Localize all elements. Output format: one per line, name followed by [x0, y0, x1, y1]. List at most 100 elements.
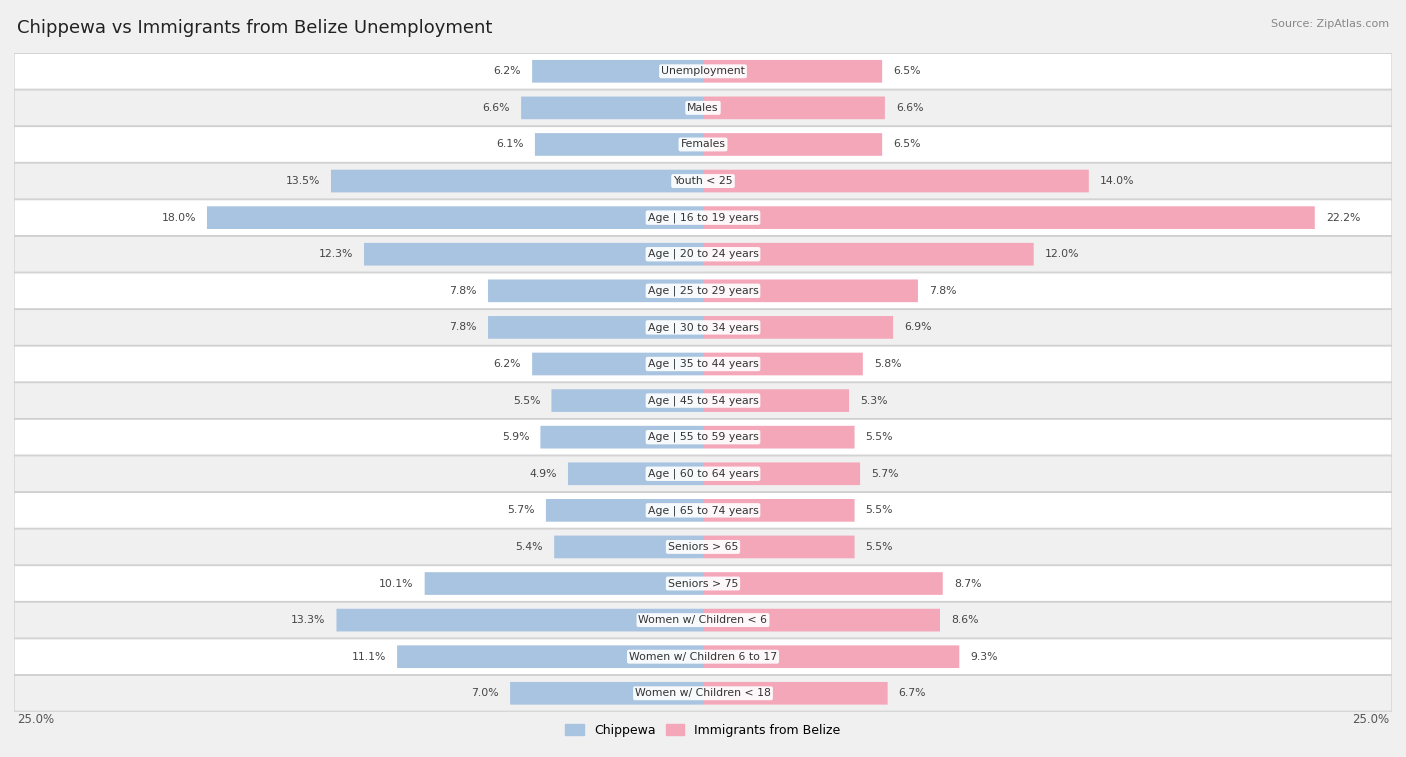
Text: Age | 55 to 59 years: Age | 55 to 59 years — [648, 432, 758, 442]
FancyBboxPatch shape — [14, 602, 1392, 638]
FancyBboxPatch shape — [703, 646, 959, 668]
Text: 5.5%: 5.5% — [866, 542, 893, 552]
Text: 12.0%: 12.0% — [1045, 249, 1080, 259]
Text: 5.4%: 5.4% — [516, 542, 543, 552]
Text: 4.9%: 4.9% — [530, 469, 557, 478]
Text: 10.1%: 10.1% — [380, 578, 413, 588]
FancyBboxPatch shape — [14, 529, 1392, 565]
Text: 6.2%: 6.2% — [494, 67, 522, 76]
Text: 7.0%: 7.0% — [471, 688, 499, 698]
FancyBboxPatch shape — [531, 60, 703, 83]
Text: Age | 45 to 54 years: Age | 45 to 54 years — [648, 395, 758, 406]
Text: Age | 30 to 34 years: Age | 30 to 34 years — [648, 322, 758, 332]
FancyBboxPatch shape — [14, 456, 1392, 492]
Text: Age | 60 to 64 years: Age | 60 to 64 years — [648, 469, 758, 479]
FancyBboxPatch shape — [703, 60, 882, 83]
Text: 6.1%: 6.1% — [496, 139, 524, 149]
FancyBboxPatch shape — [568, 463, 703, 485]
Text: 8.7%: 8.7% — [953, 578, 981, 588]
Text: Women w/ Children 6 to 17: Women w/ Children 6 to 17 — [628, 652, 778, 662]
Text: 5.5%: 5.5% — [866, 506, 893, 516]
Text: 7.8%: 7.8% — [450, 322, 477, 332]
Text: 9.3%: 9.3% — [970, 652, 998, 662]
FancyBboxPatch shape — [14, 346, 1392, 382]
Text: Chippewa vs Immigrants from Belize Unemployment: Chippewa vs Immigrants from Belize Unemp… — [17, 19, 492, 37]
FancyBboxPatch shape — [14, 163, 1392, 199]
Text: 13.3%: 13.3% — [291, 615, 325, 625]
FancyBboxPatch shape — [551, 389, 703, 412]
Text: 6.6%: 6.6% — [482, 103, 510, 113]
FancyBboxPatch shape — [534, 133, 703, 156]
Text: 7.8%: 7.8% — [450, 286, 477, 296]
FancyBboxPatch shape — [14, 565, 1392, 602]
Legend: Chippewa, Immigrants from Belize: Chippewa, Immigrants from Belize — [561, 718, 845, 742]
FancyBboxPatch shape — [703, 279, 918, 302]
FancyBboxPatch shape — [540, 426, 703, 448]
Text: Unemployment: Unemployment — [661, 67, 745, 76]
Text: 6.9%: 6.9% — [904, 322, 932, 332]
Text: Age | 16 to 19 years: Age | 16 to 19 years — [648, 213, 758, 223]
FancyBboxPatch shape — [703, 97, 884, 119]
Text: Women w/ Children < 6: Women w/ Children < 6 — [638, 615, 768, 625]
Text: Females: Females — [681, 139, 725, 149]
FancyBboxPatch shape — [336, 609, 703, 631]
FancyBboxPatch shape — [703, 133, 882, 156]
Text: Source: ZipAtlas.com: Source: ZipAtlas.com — [1271, 19, 1389, 29]
FancyBboxPatch shape — [703, 389, 849, 412]
FancyBboxPatch shape — [703, 536, 855, 558]
Text: 13.5%: 13.5% — [285, 176, 321, 186]
FancyBboxPatch shape — [703, 499, 855, 522]
Text: 25.0%: 25.0% — [17, 713, 53, 726]
FancyBboxPatch shape — [703, 572, 943, 595]
Text: 5.8%: 5.8% — [875, 359, 901, 369]
Text: 5.3%: 5.3% — [860, 396, 887, 406]
FancyBboxPatch shape — [703, 609, 941, 631]
Text: Age | 25 to 29 years: Age | 25 to 29 years — [648, 285, 758, 296]
Text: 5.5%: 5.5% — [513, 396, 540, 406]
FancyBboxPatch shape — [14, 53, 1392, 89]
Text: 22.2%: 22.2% — [1326, 213, 1360, 223]
FancyBboxPatch shape — [703, 463, 860, 485]
FancyBboxPatch shape — [703, 243, 1033, 266]
Text: 18.0%: 18.0% — [162, 213, 195, 223]
Text: Seniors > 65: Seniors > 65 — [668, 542, 738, 552]
FancyBboxPatch shape — [546, 499, 703, 522]
Text: Seniors > 75: Seniors > 75 — [668, 578, 738, 588]
Text: Youth < 25: Youth < 25 — [673, 176, 733, 186]
Text: 6.5%: 6.5% — [893, 67, 921, 76]
FancyBboxPatch shape — [703, 170, 1088, 192]
Text: 6.6%: 6.6% — [896, 103, 924, 113]
Text: Women w/ Children < 18: Women w/ Children < 18 — [636, 688, 770, 698]
FancyBboxPatch shape — [14, 236, 1392, 273]
Text: 11.1%: 11.1% — [352, 652, 387, 662]
Text: 5.7%: 5.7% — [872, 469, 898, 478]
FancyBboxPatch shape — [14, 419, 1392, 455]
FancyBboxPatch shape — [14, 492, 1392, 528]
Text: 5.5%: 5.5% — [866, 432, 893, 442]
FancyBboxPatch shape — [14, 200, 1392, 235]
Text: 5.7%: 5.7% — [508, 506, 534, 516]
FancyBboxPatch shape — [703, 682, 887, 705]
FancyBboxPatch shape — [703, 207, 1315, 229]
FancyBboxPatch shape — [703, 353, 863, 375]
FancyBboxPatch shape — [425, 572, 703, 595]
FancyBboxPatch shape — [14, 310, 1392, 345]
FancyBboxPatch shape — [488, 279, 703, 302]
FancyBboxPatch shape — [14, 639, 1392, 674]
FancyBboxPatch shape — [14, 126, 1392, 163]
Text: 25.0%: 25.0% — [1353, 713, 1389, 726]
Text: Age | 35 to 44 years: Age | 35 to 44 years — [648, 359, 758, 369]
FancyBboxPatch shape — [14, 273, 1392, 309]
FancyBboxPatch shape — [703, 426, 855, 448]
FancyBboxPatch shape — [522, 97, 703, 119]
Text: 8.6%: 8.6% — [950, 615, 979, 625]
FancyBboxPatch shape — [207, 207, 703, 229]
Text: 14.0%: 14.0% — [1099, 176, 1135, 186]
Text: 6.2%: 6.2% — [494, 359, 522, 369]
Text: 5.9%: 5.9% — [502, 432, 530, 442]
FancyBboxPatch shape — [510, 682, 703, 705]
Text: 6.7%: 6.7% — [898, 688, 927, 698]
FancyBboxPatch shape — [14, 675, 1392, 712]
FancyBboxPatch shape — [364, 243, 703, 266]
FancyBboxPatch shape — [330, 170, 703, 192]
